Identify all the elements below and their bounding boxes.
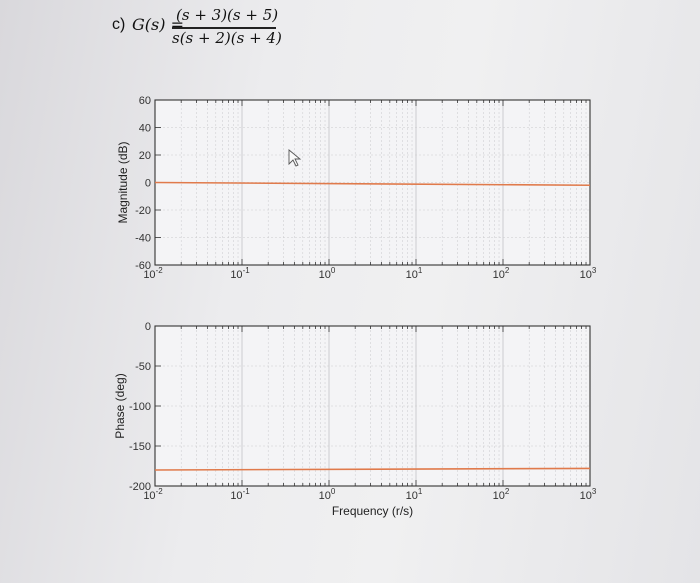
magnitude-y-tick-label: -40: [135, 233, 151, 245]
phase-y-tick-label: -200: [129, 481, 151, 493]
magnitude-y-tick-label: -60: [135, 260, 151, 272]
phase-x-tick-label: 10-2: [143, 487, 163, 502]
tf-numerator: (s + 3)(s + 5): [176, 6, 279, 24]
magnitude-x-tick-label: 10-2: [143, 266, 163, 281]
phase-x-axis-label: Frequency (r/s): [332, 504, 413, 518]
magnitude-y-tick-label: 0: [145, 178, 151, 190]
tf-denominator: s(s + 2)(s + 4): [172, 29, 282, 47]
magnitude-x-tick-label: 100: [319, 266, 336, 281]
phase-y-tick-label: -50: [135, 361, 151, 373]
phase-x-tick-label: 100: [319, 487, 336, 502]
phase-x-tick-label: 10-1: [230, 487, 250, 502]
magnitude-y-tick-label: -20: [135, 205, 151, 217]
phase-y-tick-label: -150: [129, 441, 151, 453]
magnitude-y-tick-label: 60: [139, 95, 151, 107]
magnitude-x-tick-label: 10-1: [230, 266, 250, 281]
part-label: c): [112, 16, 126, 33]
phase-curve: [154, 467, 591, 471]
mouse-cursor-icon: [288, 149, 302, 167]
magnitude-y-axis-label: Magnitude (dB): [116, 141, 130, 223]
phase-y-tick-label: 0: [145, 321, 151, 333]
magnitude-y-tick-label: 20: [139, 150, 151, 162]
phase-x-tick-label: 103: [580, 487, 597, 502]
magnitude-x-tick-label: 102: [493, 266, 510, 281]
magnitude-curve: [154, 181, 591, 187]
magnitude-y-tick-label: 40: [139, 123, 151, 135]
function-lhs: G(s) =: [132, 15, 184, 34]
fraction-bar: [172, 27, 276, 29]
phase-x-tick-label: 101: [406, 487, 423, 502]
magnitude-x-tick-label: 103: [580, 266, 597, 281]
phase-y-tick-label: -100: [129, 401, 151, 413]
phase-frame: [154, 325, 591, 487]
magnitude-x-tick-label: 101: [406, 266, 423, 281]
phase-y-axis-label: Phase (deg): [113, 373, 127, 438]
phase-x-tick-label: 102: [493, 487, 510, 502]
